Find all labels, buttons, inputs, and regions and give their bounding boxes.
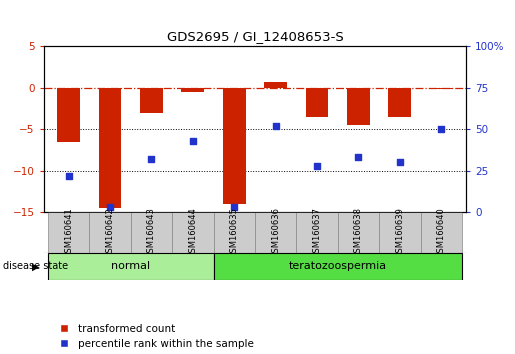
Text: ▶: ▶ [32, 261, 40, 272]
Legend: transformed count, percentile rank within the sample: transformed count, percentile rank withi… [59, 324, 254, 349]
Text: teratozoospermia: teratozoospermia [289, 261, 387, 272]
Bar [430, 88, 453, 89]
Text: normal: normal [111, 261, 150, 272]
Title: GDS2695 / GI_12408653-S: GDS2695 / GI_12408653-S [166, 30, 344, 44]
Bar [89, 212, 131, 253]
Point [64, 173, 73, 179]
Text: GSM160635: GSM160635 [230, 207, 239, 258]
Bar [48, 212, 89, 253]
Text: GSM160641: GSM160641 [64, 207, 73, 258]
Point [271, 123, 280, 129]
Bar [214, 212, 255, 253]
Bar [48, 253, 214, 280]
Bar [181, 88, 204, 92]
Text: GSM160636: GSM160636 [271, 207, 280, 258]
Bar [305, 88, 329, 117]
Point [396, 160, 404, 165]
Bar [172, 212, 214, 253]
Point [147, 156, 156, 162]
Point [437, 126, 445, 132]
Bar [379, 212, 421, 253]
Bar [131, 212, 172, 253]
Point [230, 205, 238, 210]
Bar [421, 212, 462, 253]
Bar [223, 88, 246, 204]
Text: GSM160640: GSM160640 [437, 207, 446, 258]
Text: GSM160639: GSM160639 [396, 207, 404, 258]
Text: GSM160638: GSM160638 [354, 207, 363, 258]
Text: GSM160642: GSM160642 [106, 207, 114, 258]
Bar [99, 88, 122, 208]
Bar [338, 212, 379, 253]
Text: GSM160637: GSM160637 [313, 207, 321, 258]
Point [313, 163, 321, 169]
Point [354, 155, 363, 160]
Bar [214, 253, 462, 280]
Bar [264, 82, 287, 88]
Point [188, 138, 197, 144]
Bar [255, 212, 296, 253]
Text: GSM160644: GSM160644 [188, 207, 197, 258]
Bar [57, 88, 80, 142]
Point [106, 205, 114, 210]
Bar [296, 212, 338, 253]
Bar [388, 88, 411, 117]
Bar [140, 88, 163, 113]
Text: GSM160643: GSM160643 [147, 207, 156, 258]
Bar [347, 88, 370, 125]
Text: disease state: disease state [3, 261, 67, 272]
